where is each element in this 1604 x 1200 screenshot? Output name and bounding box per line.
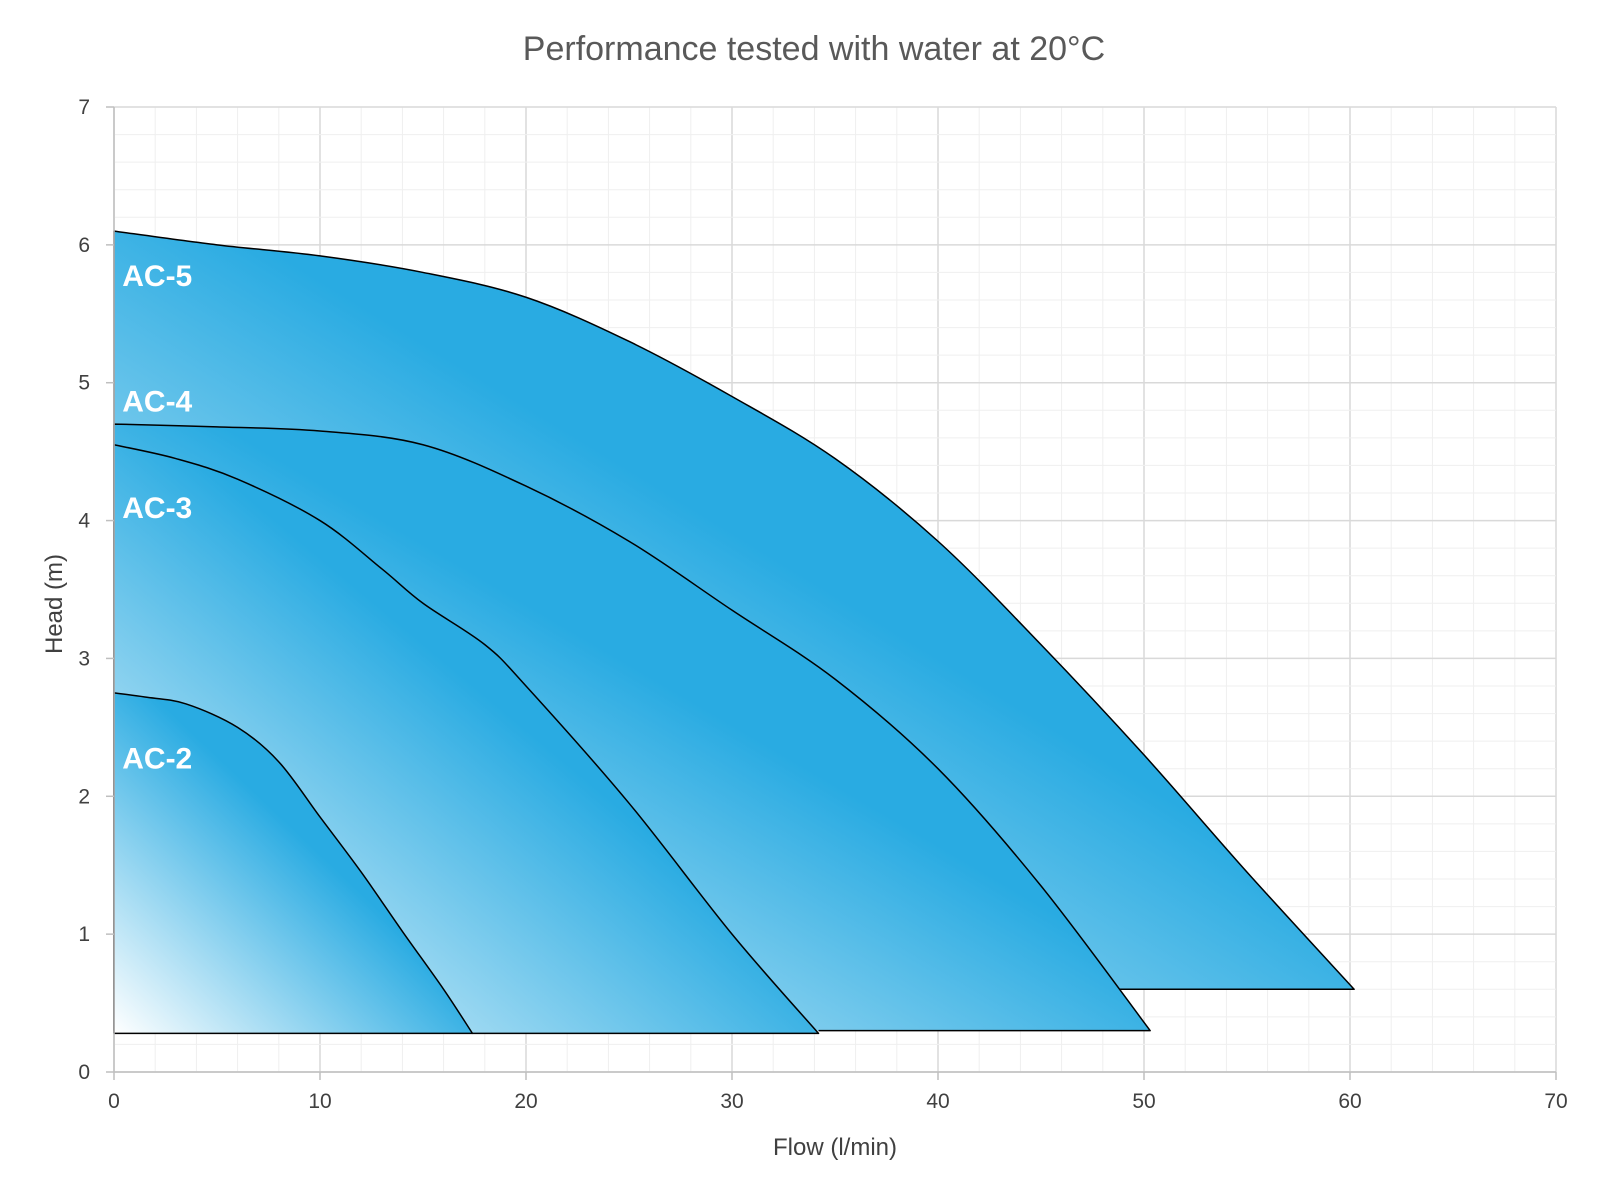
series-area-ac-2: [114, 692, 473, 1034]
y-tick-label: 4: [78, 510, 90, 533]
y-tick-label: 1: [78, 923, 90, 946]
x-tick-label: 0: [108, 1090, 120, 1113]
x-tick-label: 10: [308, 1090, 331, 1113]
y-tick-label: 2: [78, 785, 90, 808]
y-tick-label: 6: [78, 234, 90, 257]
y-tick-label: 7: [78, 96, 90, 119]
series-labels: AC-5 AC-4 AC-3 AC-2: [122, 260, 192, 776]
x-tick-label: 60: [1338, 1090, 1361, 1113]
x-tick-label: 50: [1132, 1090, 1155, 1113]
y-tick-label: 3: [78, 647, 90, 670]
x-tick-label: 70: [1544, 1090, 1567, 1113]
series-areas: [113, 230, 1355, 1035]
axes: 0 10 20 30 40 50 60 70 0 1 2 3 4 5 6 7: [78, 96, 1567, 1113]
y-tick-label: 5: [78, 372, 90, 395]
series-curve-ac-4: [113, 423, 1151, 1032]
series-label-ac-4: AC-4: [122, 386, 192, 419]
y-tick-label: 0: [78, 1061, 90, 1084]
series-label-ac-3: AC-3: [122, 492, 192, 525]
x-tick-label: 20: [514, 1090, 537, 1113]
series-label-ac-5: AC-5: [122, 260, 192, 293]
series-label-ac-2: AC-2: [122, 743, 192, 776]
chart-title: Performance tested with water at 20°C: [523, 30, 1105, 68]
series-curve-ac-3: [113, 444, 820, 1035]
x-tick-label: 40: [926, 1090, 949, 1113]
x-axis-label: Flow (l/min): [773, 1134, 897, 1161]
series-curve-ac-5: [113, 230, 1355, 991]
y-axis-label: Head (m): [41, 554, 68, 654]
x-tick-label: 30: [720, 1090, 743, 1113]
series-curve-ac-2: [113, 692, 474, 1035]
